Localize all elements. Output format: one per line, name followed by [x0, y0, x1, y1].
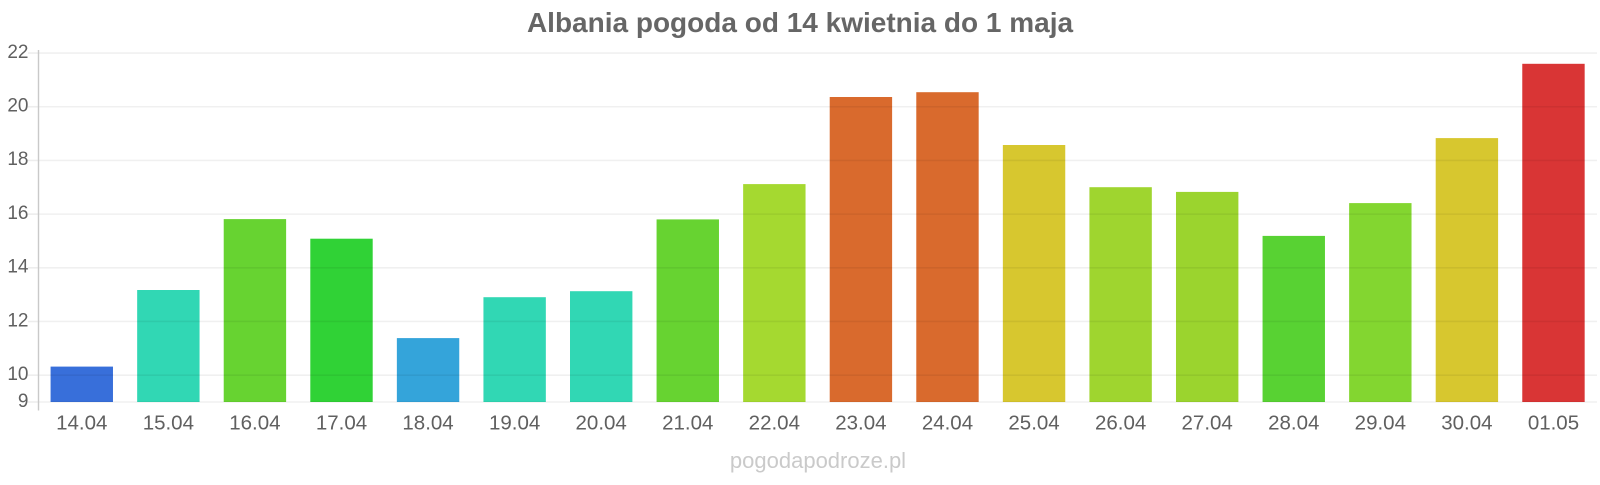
svg-text:24.04: 24.04 — [922, 412, 973, 435]
svg-text:21.04: 21.04 — [662, 412, 713, 435]
svg-text:29.04: 29.04 — [1355, 412, 1406, 435]
svg-text:pogodapodroze.pl: pogodapodroze.pl — [730, 448, 906, 473]
svg-text:27.04: 27.04 — [1182, 412, 1233, 435]
svg-text:18.04: 18.04 — [402, 412, 453, 435]
svg-text:16.04: 16.04 — [229, 412, 280, 435]
svg-text:Albania pogoda od 14 kwietnia: Albania pogoda od 14 kwietnia do 1 maja — [527, 7, 1074, 38]
svg-text:9: 9 — [18, 391, 29, 412]
svg-text:22: 22 — [7, 42, 28, 63]
svg-text:18: 18 — [7, 149, 28, 170]
svg-text:14: 14 — [7, 257, 29, 278]
svg-text:19.04: 19.04 — [489, 412, 540, 435]
svg-text:14.04: 14.04 — [56, 412, 107, 435]
svg-text:17.04: 17.04 — [316, 412, 367, 435]
svg-text:30.04: 30.04 — [1441, 412, 1492, 435]
svg-text:10: 10 — [7, 364, 28, 385]
svg-text:20.04: 20.04 — [576, 412, 627, 435]
svg-text:25.04: 25.04 — [1008, 412, 1059, 435]
svg-text:16: 16 — [7, 203, 28, 224]
svg-text:15.04: 15.04 — [143, 412, 194, 435]
svg-text:26.04: 26.04 — [1095, 412, 1146, 435]
svg-text:01.05: 01.05 — [1528, 412, 1579, 435]
svg-text:28.04: 28.04 — [1268, 412, 1319, 435]
svg-text:23.04: 23.04 — [835, 412, 886, 435]
svg-text:22.04: 22.04 — [749, 412, 800, 435]
svg-text:20: 20 — [7, 96, 28, 117]
svg-text:12: 12 — [7, 310, 28, 331]
